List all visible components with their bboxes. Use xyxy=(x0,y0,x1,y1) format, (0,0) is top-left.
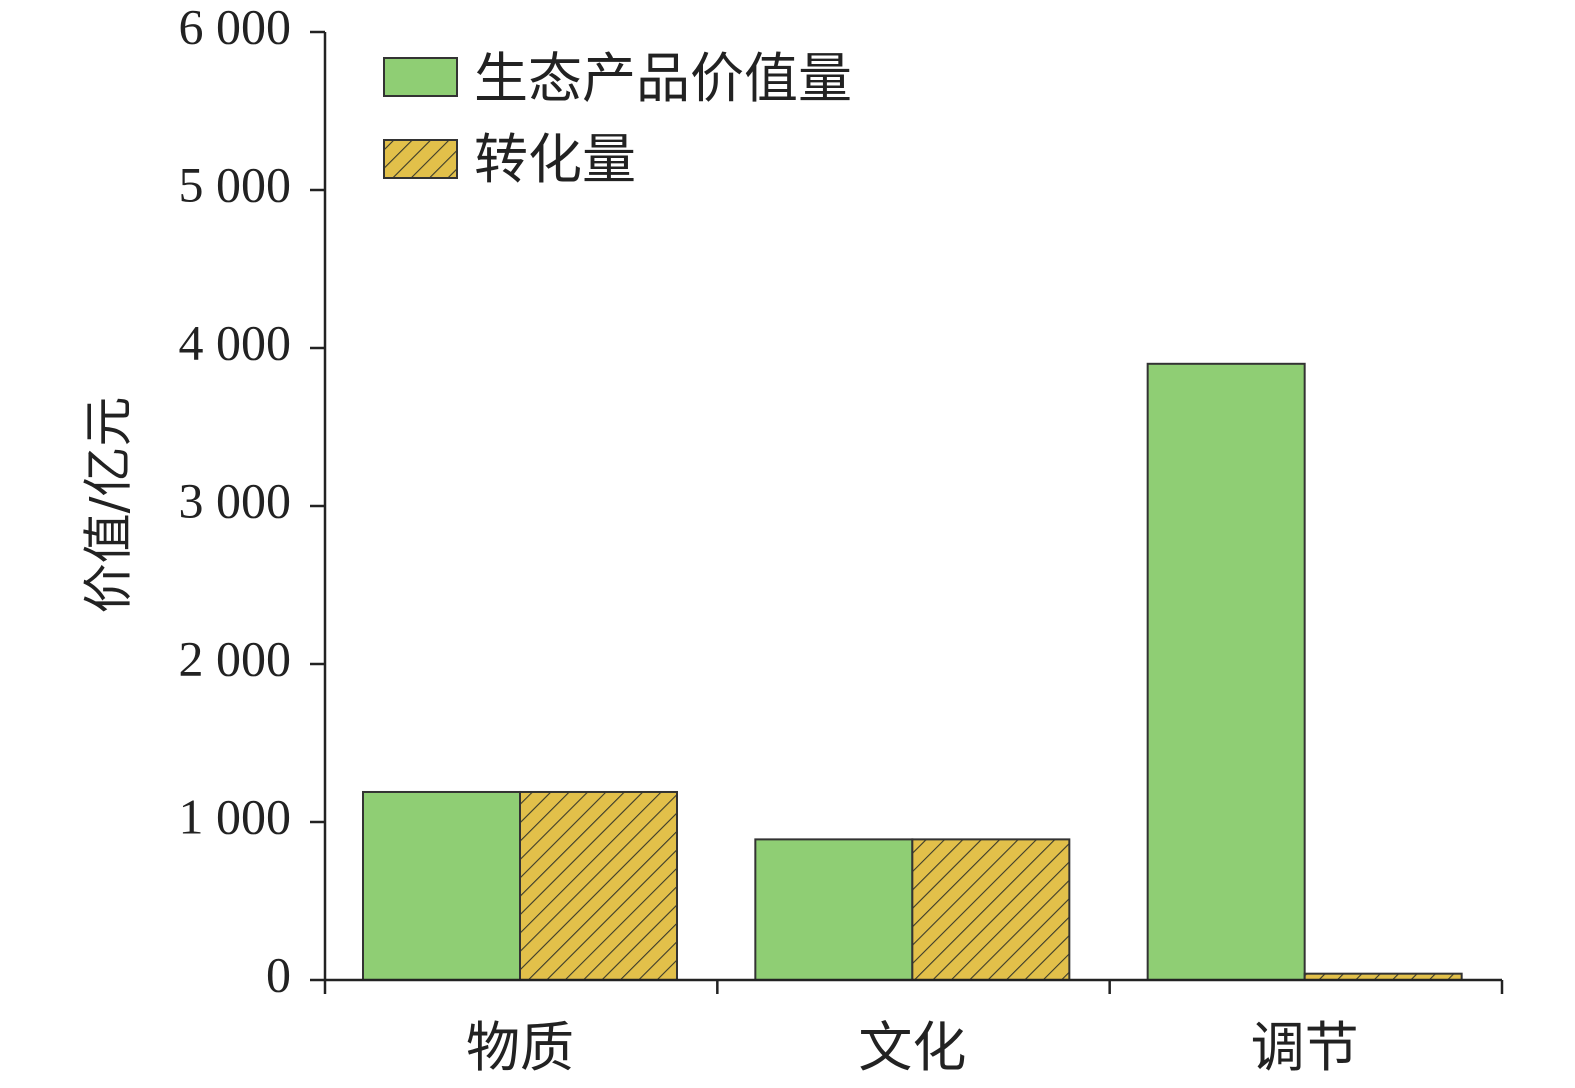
bar-conversion-1 xyxy=(911,838,1071,981)
x-tick-label-1: 文化 xyxy=(858,1016,966,1079)
legend-swatch-value xyxy=(383,57,458,97)
y-tick-label-6: 6 000 xyxy=(179,0,292,54)
y-tick-label-2: 2 000 xyxy=(179,630,292,686)
bar-value-2 xyxy=(1146,362,1306,981)
y-axis-title: 价值/亿元 xyxy=(80,397,138,614)
legend-label-conversion: 转化量 xyxy=(474,128,636,191)
y-tick-label-3: 3 000 xyxy=(179,472,292,528)
y-tick-label-0: 0 xyxy=(266,946,291,1002)
bar-value-1 xyxy=(754,838,914,981)
bar-conversion-0 xyxy=(519,790,678,981)
x-tick-label-2: 调节 xyxy=(1251,1016,1359,1079)
bar-value-0 xyxy=(362,790,521,981)
y-tick-label-4: 4 000 xyxy=(179,314,292,370)
y-tick-label-5: 5 000 xyxy=(179,156,292,212)
y-tick-label-1: 1 000 xyxy=(179,788,292,844)
x-tick-label-0: 物质 xyxy=(466,1016,574,1079)
plot-area: 0 1 000 2 000 3 000 4 000 5 000 6 000 物质 文化 调节 xyxy=(179,0,1504,1079)
legend: 生态产品价值量 转化量 xyxy=(383,47,852,191)
legend-label-value: 生态产品价值量 xyxy=(474,47,852,110)
legend-swatch-conversion xyxy=(383,139,458,179)
